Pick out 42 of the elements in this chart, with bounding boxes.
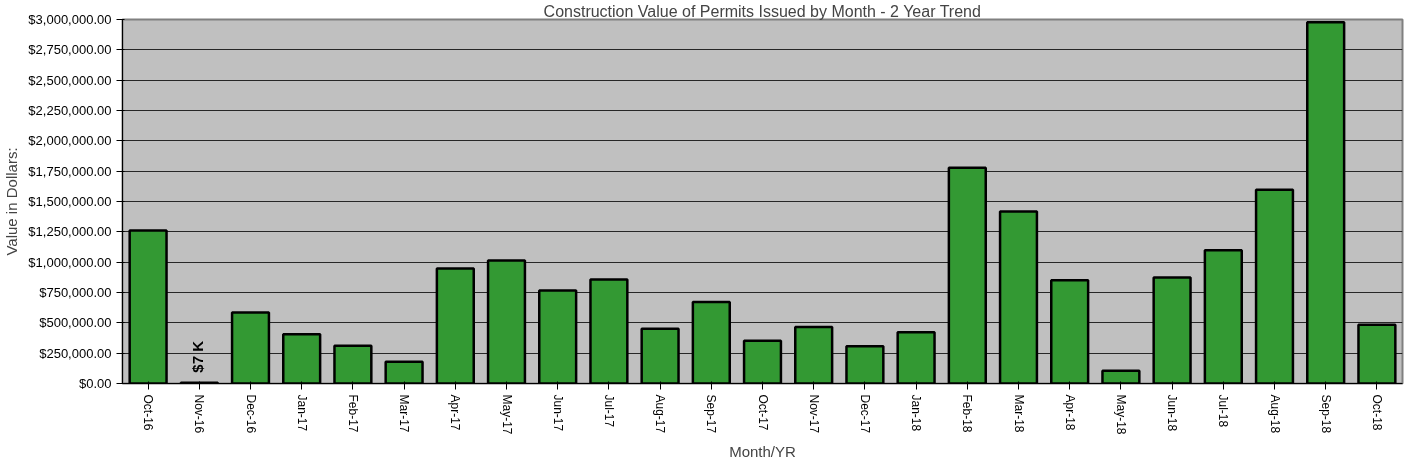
annotation: $7 K <box>189 340 207 373</box>
x-tick-label: Feb-18 <box>960 394 975 433</box>
y-tick-label: $2,250,000.00 <box>28 103 112 118</box>
x-tick-label: Dec-17 <box>857 394 872 434</box>
x-tick-label: Oct-17 <box>755 394 770 431</box>
x-tick-label: Jun-18 <box>1165 394 1180 432</box>
y-tick-label: $1,750,000.00 <box>28 163 112 179</box>
y-tick-label: $3,000,000.00 <box>28 12 112 27</box>
x-tick-label: Sep-17 <box>704 394 719 434</box>
y-tick-label: $1,250,000.00 <box>28 224 112 240</box>
x-tick-label: Apr-17 <box>448 394 463 431</box>
y-tick-label: $2,500,000.00 <box>28 72 112 88</box>
x-tick-label: Jun-17 <box>550 394 565 432</box>
y-tick-label: $2,750,000.00 <box>28 42 112 58</box>
x-tick-label: May-18 <box>1113 394 1128 435</box>
x-tick-label: Mar-17 <box>397 394 412 433</box>
x-axis-title: Month/YR <box>729 442 797 460</box>
x-tick-label: Oct-16 <box>141 394 156 431</box>
x-tick-label: Sep-18 <box>1318 394 1333 434</box>
x-tick-label: Mar-18 <box>1011 394 1026 433</box>
x-tick-label: Jan-17 <box>294 394 309 432</box>
x-tick-label: Nov-17 <box>806 394 821 434</box>
x-tick-label: May-17 <box>499 394 514 435</box>
x-tick-label: Apr-18 <box>1062 394 1077 431</box>
x-tick-label: Aug-17 <box>653 394 668 434</box>
chart-title: Construction Value of Permits Issued by Month - 2 Year Trend <box>543 2 981 20</box>
y-tick-label: $1,000,000.00 <box>28 254 112 270</box>
y-tick-label: $500,000.00 <box>39 315 112 331</box>
y-tick-label: $0.00 <box>78 376 112 391</box>
x-tick-label: Jul-17 <box>601 394 616 428</box>
x-tick-label: Feb-17 <box>345 394 360 433</box>
x-tick-label: Jul-18 <box>1216 394 1231 428</box>
x-tick-label: Jan-18 <box>909 394 924 432</box>
x-tick-label: Nov-16 <box>192 394 207 434</box>
y-tick-label: $1,500,000.00 <box>28 194 112 209</box>
y-tick-label: $750,000.00 <box>39 285 112 300</box>
y-tick-label: $250,000.00 <box>39 345 112 361</box>
y-tick-label: $2,000,000.00 <box>28 133 112 149</box>
y-axis-title: Value in Dollars: <box>3 147 21 256</box>
x-tick-label: Aug-18 <box>1267 394 1282 434</box>
x-tick-label: Oct-18 <box>1369 394 1384 431</box>
x-tick-label: Dec-16 <box>243 394 258 434</box>
